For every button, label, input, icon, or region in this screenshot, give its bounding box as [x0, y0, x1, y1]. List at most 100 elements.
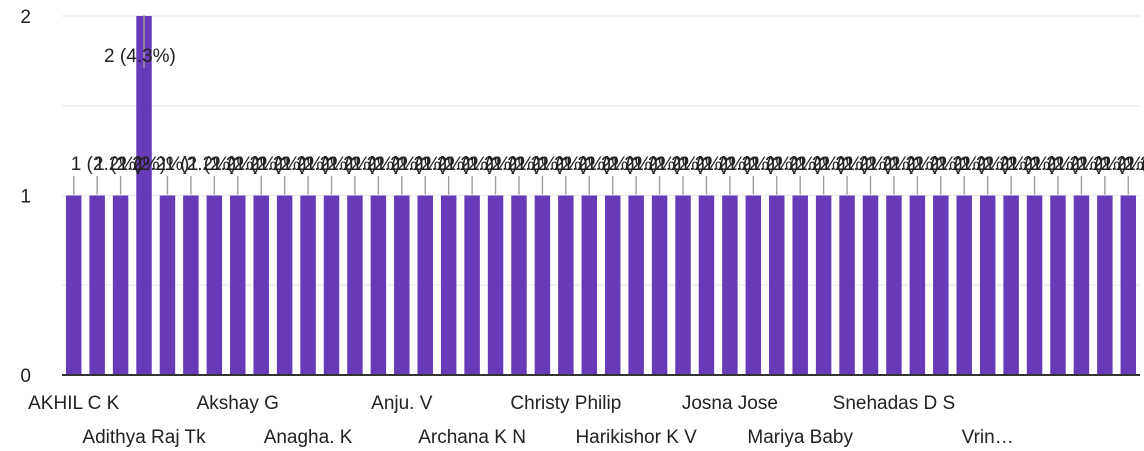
- data-label: 1 (2.2%): [703, 154, 775, 175]
- data-label: 1 (2.2%): [1055, 154, 1127, 175]
- data-label: 1 (2.2%): [1102, 154, 1144, 175]
- bar: [112, 195, 129, 375]
- data-label: 1 (2.2%): [797, 154, 869, 175]
- x-category-label: Vrin…: [962, 427, 1014, 448]
- bar: [628, 195, 644, 375]
- bar: [815, 195, 832, 375]
- data-label: 1 (2.2%): [774, 154, 846, 175]
- grid-lines: [62, 15, 1140, 286]
- bar: [65, 195, 82, 375]
- x-category-label: AKHIL C K: [28, 393, 119, 414]
- bar: [722, 195, 738, 375]
- data-label: 1 (2.2%): [422, 154, 494, 175]
- data-label: 1 (2.2%): [305, 154, 377, 175]
- bar: [909, 195, 926, 375]
- data-label: 1 (2.2%): [539, 154, 611, 175]
- bar: [651, 195, 668, 375]
- data-label: 1 (2.2%): [914, 154, 986, 175]
- bar: [933, 195, 949, 375]
- bar: [370, 195, 387, 375]
- bar: [1097, 195, 1113, 375]
- bar: [675, 195, 691, 375]
- data-label: 1 (2.2%): [493, 154, 565, 175]
- bar: [956, 195, 972, 375]
- bar: [604, 195, 621, 375]
- y-axis-ticks: 0 1 2: [20, 7, 31, 387]
- bar: [89, 195, 105, 375]
- bar: [323, 195, 340, 375]
- data-label: 1 (2.2%): [985, 154, 1057, 175]
- y-tick-label: 1: [20, 187, 31, 208]
- data-label: 1 (2.2%): [375, 154, 447, 175]
- data-label: 1 (2.2%): [329, 154, 401, 175]
- bar: [1026, 195, 1043, 375]
- data-label: 1 (2.2%): [1078, 154, 1144, 175]
- bar: [253, 195, 269, 375]
- x-category-label: Mariya Baby: [747, 427, 853, 448]
- bar: [206, 195, 223, 375]
- data-label: 1 (2.2%): [118, 154, 190, 175]
- bar: [792, 195, 808, 375]
- x-category-label: Anagha. K: [264, 427, 353, 448]
- bar: [839, 195, 855, 375]
- bar: [558, 195, 574, 375]
- bar: [1073, 195, 1090, 375]
- bar: [230, 195, 246, 375]
- data-label: 1 (2.2%): [469, 154, 541, 175]
- bar: [745, 195, 762, 375]
- data-label: 1 (2.2%): [610, 154, 682, 175]
- data-label: 1 (2.2%): [516, 154, 588, 175]
- y-tick-label: 2: [20, 7, 31, 28]
- bar: [347, 195, 363, 375]
- bar: [581, 195, 598, 375]
- data-label: 1 (2.2%): [727, 154, 799, 175]
- bar: [886, 195, 902, 375]
- x-category-label: Christy Philip: [510, 393, 621, 414]
- data-label: 1 (2.2%): [188, 154, 260, 175]
- data-label: 1 (2.2%): [938, 154, 1010, 175]
- data-label: 1 (2.2%): [586, 154, 658, 175]
- x-category-label: Anju. V: [371, 393, 433, 414]
- x-category-label: Josna Jose: [682, 393, 778, 414]
- data-label: 1 (2.2%): [258, 154, 330, 175]
- bar: [276, 195, 293, 375]
- data-label: 1 (2.2%): [657, 154, 729, 175]
- data-label: 1 (2.2%): [750, 154, 822, 175]
- bar: [979, 195, 996, 375]
- bar: [487, 195, 504, 375]
- data-label: 1 (2.2%): [891, 154, 963, 175]
- data-label: 1 (2.2%): [680, 154, 752, 175]
- x-category-label: Harikishor K V: [575, 427, 697, 448]
- data-label: 1 (2.2%): [235, 154, 307, 175]
- data-label: 1 (2.2%): [844, 154, 916, 175]
- bar: [534, 195, 551, 375]
- data-label: 1 (2.2%): [961, 154, 1033, 175]
- bar: [440, 195, 457, 375]
- data-labels: 1 (2.2%)1 (2.2%)1 (2.2%)2 (4.3%)1 (2.2%)…: [71, 15, 1144, 195]
- bar: [159, 195, 176, 375]
- data-label: 1 (2.2%): [1008, 154, 1080, 175]
- data-label: 1 (2.2%): [1125, 154, 1144, 175]
- bar: [300, 195, 316, 375]
- bar: [1003, 195, 1019, 375]
- x-category-label: Akshay G: [197, 393, 279, 414]
- x-category-label: Adithya Raj Tk: [82, 427, 206, 448]
- data-label: 2 (4.3%): [104, 46, 176, 67]
- x-axis-categories: AKHIL C K Adithya Raj Tk Akshay G Anagha. K…: [28, 393, 1014, 448]
- bar: [183, 195, 199, 375]
- bar: [1050, 195, 1066, 375]
- bars: [65, 16, 1137, 375]
- data-label: 1 (2.2%): [1032, 154, 1104, 175]
- data-label: 1 (2.2%): [282, 154, 354, 175]
- x-category-label: Archana K N: [418, 427, 526, 448]
- data-label: 1 (2.2%): [563, 154, 635, 175]
- x-category-label: Snehadas D S: [833, 393, 956, 414]
- data-label: 1 (2.2%): [446, 154, 518, 175]
- data-label: 1 (2.2%): [164, 154, 236, 175]
- y-tick-label: 0: [20, 366, 31, 387]
- bar: [1120, 195, 1137, 375]
- data-label: 1 (2.2%): [211, 154, 283, 175]
- data-label: 1 (2.2%): [399, 154, 471, 175]
- data-label: 1 (2.2%): [94, 154, 166, 175]
